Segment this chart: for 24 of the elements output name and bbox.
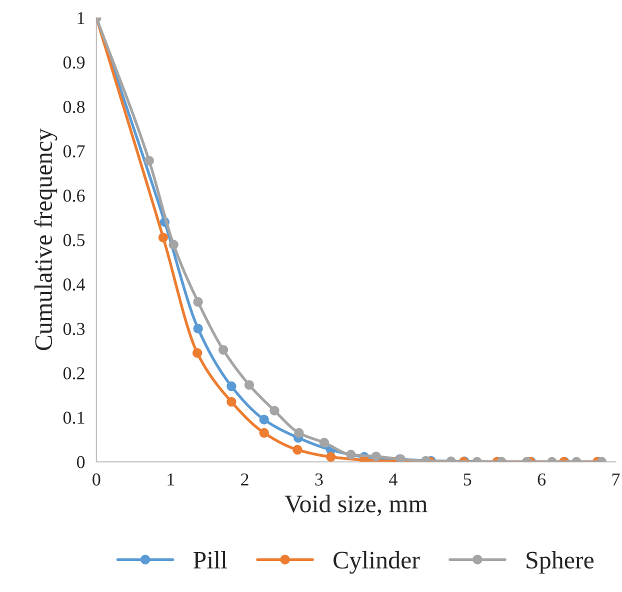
legend-label: Cylinder bbox=[334, 551, 420, 574]
y-tick-label: 0.1 bbox=[63, 412, 84, 424]
y-axis-title: Cumulative frequency bbox=[34, 128, 58, 350]
x-tick-label: 3 bbox=[315, 473, 323, 486]
x-tick-label: 6 bbox=[538, 473, 546, 486]
y-tick-label: 0.5 bbox=[63, 234, 85, 246]
x-tick-label: 2 bbox=[241, 473, 248, 486]
x-tick-label: 7 bbox=[612, 474, 620, 486]
x-tick-label: 1 bbox=[168, 473, 174, 486]
x-tick-label: 5 bbox=[464, 474, 472, 486]
x-tick-label: 0 bbox=[92, 473, 100, 486]
legend-label: Pill bbox=[193, 551, 228, 568]
x-axis-title: Void size, mm bbox=[284, 494, 428, 516]
y-tick-label: 0 bbox=[76, 456, 85, 468]
y-tick-label: 0.7 bbox=[63, 145, 85, 158]
y-tick-label: 0.2 bbox=[63, 367, 84, 380]
legend-label: Sphere bbox=[526, 551, 594, 574]
y-tick-label: 0.6 bbox=[63, 190, 85, 202]
y-tick-label: 0.4 bbox=[63, 278, 86, 291]
x-tick-label: 4 bbox=[389, 474, 398, 486]
y-tick-label: 0.3 bbox=[63, 322, 85, 336]
y-tick-label: 0.8 bbox=[63, 100, 85, 114]
y-tick-label: 0.9 bbox=[63, 56, 85, 69]
y-tick-label: 1 bbox=[78, 12, 84, 24]
